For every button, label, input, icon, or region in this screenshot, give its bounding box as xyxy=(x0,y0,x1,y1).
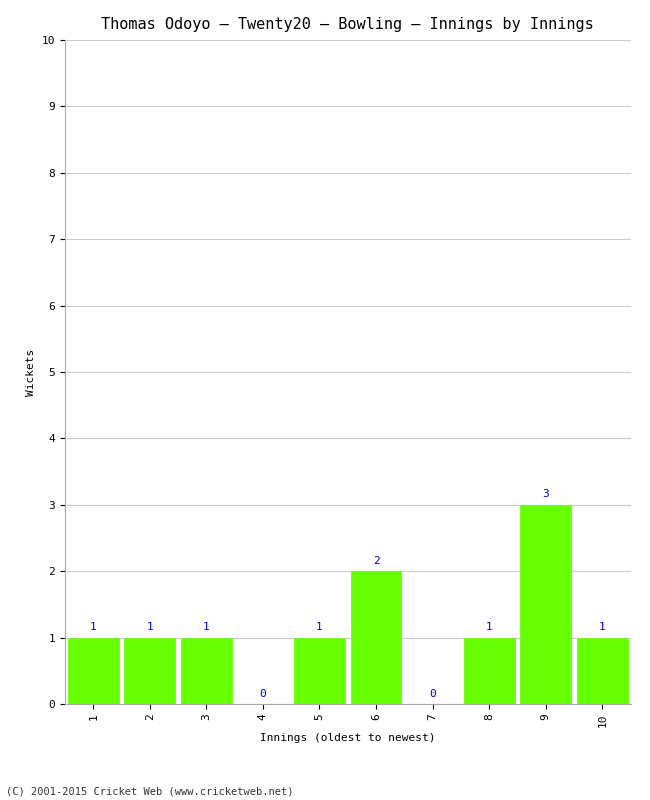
Bar xyxy=(577,638,628,704)
Text: 0: 0 xyxy=(259,689,266,698)
Bar xyxy=(463,638,515,704)
Text: 2: 2 xyxy=(372,556,380,566)
Text: (C) 2001-2015 Cricket Web (www.cricketweb.net): (C) 2001-2015 Cricket Web (www.cricketwe… xyxy=(6,786,294,796)
Text: 3: 3 xyxy=(542,490,549,499)
Text: 1: 1 xyxy=(486,622,493,632)
Text: 1: 1 xyxy=(599,622,606,632)
Bar xyxy=(350,571,402,704)
Text: 1: 1 xyxy=(203,622,210,632)
Bar xyxy=(520,505,571,704)
X-axis label: Innings (oldest to newest): Innings (oldest to newest) xyxy=(260,733,436,742)
Title: Thomas Odoyo – Twenty20 – Bowling – Innings by Innings: Thomas Odoyo – Twenty20 – Bowling – Inni… xyxy=(101,17,594,32)
Text: 1: 1 xyxy=(146,622,153,632)
Text: 1: 1 xyxy=(90,622,97,632)
Y-axis label: Wickets: Wickets xyxy=(26,348,36,396)
Text: 1: 1 xyxy=(316,622,323,632)
Bar xyxy=(294,638,345,704)
Bar xyxy=(181,638,232,704)
Bar xyxy=(124,638,176,704)
Text: 0: 0 xyxy=(429,689,436,698)
Bar xyxy=(68,638,119,704)
